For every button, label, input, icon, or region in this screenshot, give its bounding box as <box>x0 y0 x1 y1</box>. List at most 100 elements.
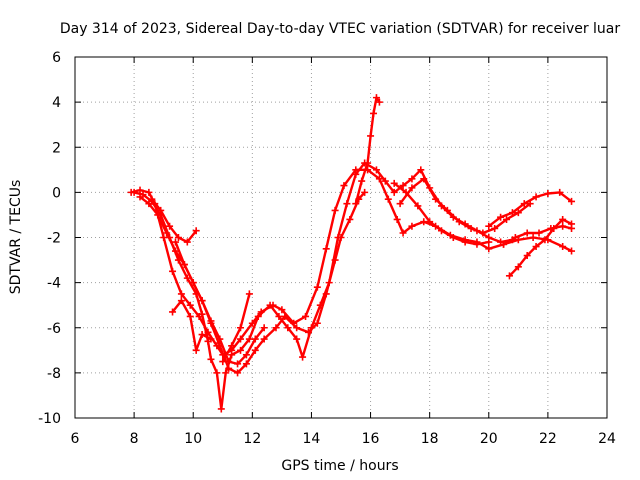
x-tick-label: 18 <box>421 431 439 447</box>
data-point-marker <box>508 209 516 217</box>
data-point-marker <box>361 188 369 196</box>
series-trace <box>138 191 366 375</box>
data-point-marker <box>234 360 242 368</box>
data-point-marker <box>136 193 144 201</box>
data-point-marker <box>293 324 301 332</box>
data-point-marker <box>535 229 543 237</box>
data-point-marker <box>497 213 505 221</box>
data-point-marker <box>157 206 165 214</box>
data-point-marker <box>304 328 312 336</box>
data-point-marker <box>352 200 360 208</box>
series-trace <box>221 292 251 363</box>
data-point-marker <box>375 175 383 183</box>
data-point-marker <box>222 369 230 377</box>
data-point-marker <box>399 229 407 237</box>
data-point-marker <box>228 351 236 359</box>
data-point-marker <box>372 94 380 102</box>
data-point-marker <box>417 166 425 174</box>
data-point-marker <box>500 240 508 248</box>
data-point-marker <box>216 335 224 343</box>
data-point-marker <box>302 312 310 320</box>
series-trace <box>487 191 573 228</box>
data-point-marker <box>237 346 245 354</box>
series-track-d <box>148 195 200 246</box>
data-point-marker <box>372 166 380 174</box>
data-point-marker <box>278 306 286 314</box>
data-point-marker <box>245 290 253 298</box>
data-point-marker <box>166 222 174 230</box>
data-point-marker <box>183 238 191 246</box>
y-tick-label: -4 <box>47 276 61 292</box>
data-point-marker <box>237 324 245 332</box>
series-track-f <box>171 238 268 368</box>
data-point-marker <box>284 324 292 332</box>
x-tick-label: 6 <box>71 431 80 447</box>
data-point-marker <box>322 245 330 253</box>
data-point-marker <box>461 238 469 246</box>
x-tick-label: 10 <box>184 431 202 447</box>
data-point-marker <box>505 272 513 280</box>
data-point-marker <box>174 234 182 241</box>
data-point-marker <box>242 351 250 359</box>
data-point-marker <box>337 234 345 241</box>
data-point-marker <box>145 188 153 196</box>
data-point-marker <box>251 346 259 354</box>
data-point-marker <box>228 342 236 350</box>
data-point-marker <box>331 256 339 264</box>
y-tick-label: 4 <box>52 95 61 111</box>
data-point-marker <box>414 202 422 210</box>
data-point-marker <box>340 182 348 190</box>
data-point-marker <box>343 200 351 208</box>
data-point-marker <box>381 177 389 185</box>
data-point-marker <box>523 229 531 237</box>
data-point-marker <box>559 215 567 223</box>
x-tick-label: 12 <box>243 431 261 447</box>
chart-title: Day 314 of 2023, Sidereal Day-to-day VTE… <box>60 21 621 37</box>
x-tick-label: 8 <box>130 431 139 447</box>
data-point-marker <box>358 177 366 185</box>
data-point-marker <box>352 170 360 178</box>
data-point-marker <box>145 200 153 208</box>
data-point-marker <box>523 252 531 260</box>
data-point-marker <box>467 224 475 232</box>
data-point-marker <box>514 209 522 217</box>
series-track-e <box>169 297 215 354</box>
x-tick-label: 20 <box>480 431 498 447</box>
data-point-marker <box>556 188 564 196</box>
data-point-marker <box>293 335 301 343</box>
y-tick-label: 6 <box>52 50 61 66</box>
series-trace <box>508 218 573 278</box>
x-tick-label: 16 <box>362 431 380 447</box>
data-point-marker <box>408 184 416 192</box>
data-point-marker <box>266 301 274 309</box>
data-point-marker <box>275 312 283 320</box>
data-point-marker <box>260 324 268 332</box>
data-point-marker <box>313 283 321 291</box>
data-point-marker <box>375 98 383 106</box>
data-point-marker <box>148 195 156 203</box>
data-point-marker <box>514 263 522 271</box>
x-tick-label: 24 <box>598 431 616 447</box>
data-point-marker <box>171 238 179 246</box>
data-point-marker <box>346 215 354 223</box>
data-point-marker <box>532 193 540 201</box>
data-point-marker <box>189 279 197 287</box>
series-trace <box>398 177 532 235</box>
data-point-marker <box>225 364 233 372</box>
data-point-marker <box>198 331 206 339</box>
data-point-marker <box>217 405 225 413</box>
data-point-marker <box>299 353 307 361</box>
y-tick-label: 0 <box>52 185 61 201</box>
data-point-marker <box>559 243 567 251</box>
data-point-marker <box>532 243 540 251</box>
data-point-marker <box>547 224 555 232</box>
data-point-marker <box>186 312 194 320</box>
series-trace <box>130 168 573 356</box>
data-point-marker <box>367 132 375 140</box>
data-point-marker <box>390 179 398 187</box>
data-point-marker <box>154 211 162 219</box>
data-point-marker <box>384 195 392 203</box>
data-point-marker <box>260 335 268 343</box>
data-point-marker <box>432 195 440 203</box>
